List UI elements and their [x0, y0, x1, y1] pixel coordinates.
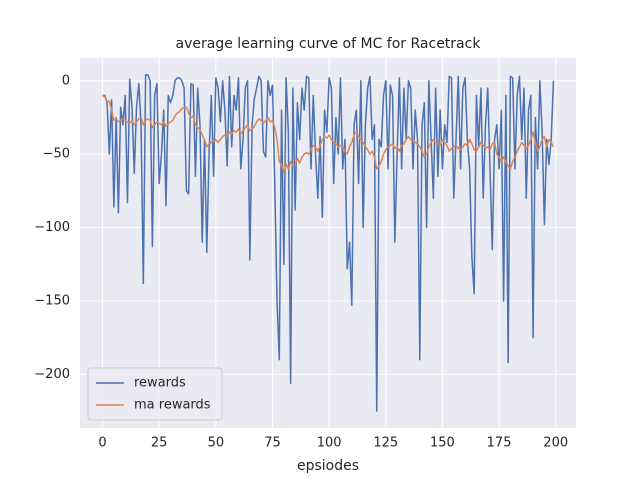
legend-box	[87, 367, 223, 421]
lines	[102, 74, 555, 412]
x-axis-label: epsiodes	[297, 458, 359, 474]
x-tick-label: 100	[317, 436, 342, 451]
x-tick-label: 75	[264, 436, 281, 451]
series-line	[102, 74, 555, 412]
y-tick-label: −200	[34, 367, 70, 382]
x-tick-label: 25	[151, 436, 168, 451]
x-tick-label: 0	[98, 436, 106, 451]
y-tick-label: −100	[34, 220, 70, 235]
x-tick-label: 175	[487, 436, 512, 451]
series-line	[102, 94, 555, 173]
y-tick-label: 0	[62, 73, 70, 88]
legend-label: rewards	[134, 376, 186, 391]
y-tick-label: −150	[34, 293, 70, 308]
x-tick-label: 50	[208, 436, 225, 451]
chart-title: average learning curve of MC for Racetra…	[176, 36, 482, 52]
x-tick-label: 200	[543, 436, 568, 451]
x-tick-label: 125	[373, 436, 398, 451]
y-tick-label: −50	[43, 147, 70, 162]
grid	[80, 58, 576, 428]
legend-label: ma rewards	[134, 398, 211, 413]
x-tick-label: 150	[430, 436, 455, 451]
legend: rewards ma rewards	[87, 367, 223, 421]
